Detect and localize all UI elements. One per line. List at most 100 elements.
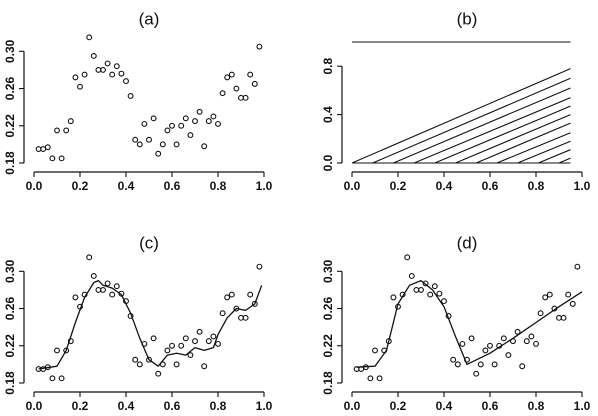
data-point bbox=[519, 363, 526, 370]
data-point bbox=[201, 143, 208, 150]
data-point bbox=[505, 352, 512, 359]
data-point bbox=[542, 294, 549, 301]
data-point bbox=[569, 300, 576, 307]
data-point bbox=[81, 71, 88, 78]
y-tick-label-a: 0.26 bbox=[3, 77, 17, 101]
x-tick-label-a: 0.2 bbox=[72, 179, 89, 193]
data-point bbox=[482, 347, 489, 354]
data-point bbox=[90, 53, 97, 59]
data-point bbox=[164, 347, 171, 354]
x-tick-label-a: 0.8 bbox=[210, 179, 227, 193]
data-point bbox=[173, 141, 180, 148]
data-point bbox=[118, 70, 125, 77]
y-tick-label-d: 0.22 bbox=[321, 334, 335, 358]
data-point bbox=[196, 108, 203, 115]
panel-title-b: (b) bbox=[457, 9, 478, 28]
data-point bbox=[404, 254, 411, 261]
data-point bbox=[454, 361, 461, 368]
data-point bbox=[58, 375, 65, 382]
data-point bbox=[113, 63, 120, 70]
y-tick-label-d: 0.26 bbox=[321, 297, 335, 321]
data-point bbox=[247, 291, 254, 298]
data-point bbox=[251, 80, 258, 87]
diagonal-line bbox=[413, 97, 571, 164]
data-point bbox=[228, 291, 235, 298]
data-point bbox=[104, 280, 111, 287]
data-point bbox=[146, 136, 152, 143]
y-tick-label-d: 0.18 bbox=[321, 371, 335, 395]
data-point bbox=[58, 155, 65, 162]
data-point bbox=[459, 340, 466, 347]
data-point bbox=[67, 118, 74, 125]
y-tick-label-b: 0.0 bbox=[321, 154, 335, 171]
y-tick-label-c: 0.22 bbox=[3, 334, 17, 358]
data-point bbox=[242, 314, 249, 321]
data-point bbox=[487, 342, 493, 349]
data-point bbox=[127, 93, 134, 99]
diagonal-line bbox=[558, 157, 571, 164]
data-point bbox=[201, 363, 208, 370]
data-point bbox=[169, 122, 175, 129]
data-point bbox=[468, 335, 475, 342]
data-point bbox=[54, 127, 60, 134]
diagonal-line bbox=[538, 149, 571, 164]
fit-line-d bbox=[356, 279, 583, 368]
x-tick-label-c: 0.2 bbox=[72, 399, 89, 413]
data-point bbox=[215, 340, 221, 347]
x-tick-label-b: 0.6 bbox=[482, 179, 499, 193]
data-point bbox=[77, 83, 83, 90]
data-point bbox=[450, 356, 457, 363]
data-point bbox=[215, 120, 221, 127]
data-point bbox=[473, 370, 480, 377]
data-point bbox=[178, 342, 185, 349]
data-point bbox=[159, 141, 166, 148]
data-point bbox=[63, 347, 70, 354]
data-point bbox=[210, 333, 217, 340]
data-point bbox=[67, 338, 74, 345]
data-point bbox=[141, 120, 148, 127]
y-tick-label-a: 0.22 bbox=[3, 114, 17, 138]
panel-title-d: (d) bbox=[457, 233, 478, 252]
data-point bbox=[418, 286, 424, 293]
x-tick-label-d: 0.4 bbox=[436, 399, 453, 413]
data-point bbox=[90, 273, 97, 279]
x-tick-label-d: 1.0 bbox=[574, 399, 591, 413]
x-tick-label-d: 0.2 bbox=[390, 399, 407, 413]
data-point bbox=[205, 338, 212, 345]
data-point bbox=[136, 361, 143, 368]
diagonal-line bbox=[455, 114, 571, 164]
data-point bbox=[367, 375, 374, 382]
data-point bbox=[54, 347, 60, 354]
data-point bbox=[150, 335, 157, 342]
x-tick-label-b: 1.0 bbox=[574, 179, 591, 193]
panel-title-a: (a) bbox=[139, 9, 160, 28]
data-point bbox=[173, 361, 180, 368]
data-point bbox=[560, 314, 567, 321]
data-point bbox=[86, 254, 93, 261]
diagonal-line bbox=[496, 132, 571, 164]
data-point bbox=[574, 263, 581, 270]
y-tick-label-c: 0.26 bbox=[3, 297, 17, 321]
data-point bbox=[256, 263, 263, 270]
data-point bbox=[431, 283, 438, 290]
diagonal-line bbox=[434, 105, 571, 164]
x-tick-label-d: 0.0 bbox=[344, 399, 361, 413]
x-tick-label-a: 0.6 bbox=[164, 179, 181, 193]
fit-line-c bbox=[38, 279, 263, 370]
y-tick-label-c: 0.30 bbox=[3, 259, 17, 283]
data-point bbox=[109, 291, 116, 298]
diagonal-line bbox=[372, 77, 571, 164]
data-point bbox=[224, 74, 231, 81]
data-point bbox=[182, 115, 189, 122]
data-point bbox=[210, 113, 217, 120]
panel-a: (a) 0.0 0.2 0.4 0.6 0.8 1.0 0.18 0.22 0.26 0.30 bbox=[3, 9, 273, 193]
data-point bbox=[390, 294, 397, 301]
data-point bbox=[192, 338, 198, 345]
data-point bbox=[155, 370, 162, 377]
x-tick-label-b: 0.8 bbox=[528, 179, 545, 193]
panel-b: (b) 0.0 0.2 0.4 0.6 0.8 1.0 0.0 0.4 0.8 bbox=[321, 9, 591, 193]
data-point bbox=[182, 335, 189, 342]
data-point bbox=[565, 291, 572, 298]
data-point bbox=[251, 300, 258, 307]
